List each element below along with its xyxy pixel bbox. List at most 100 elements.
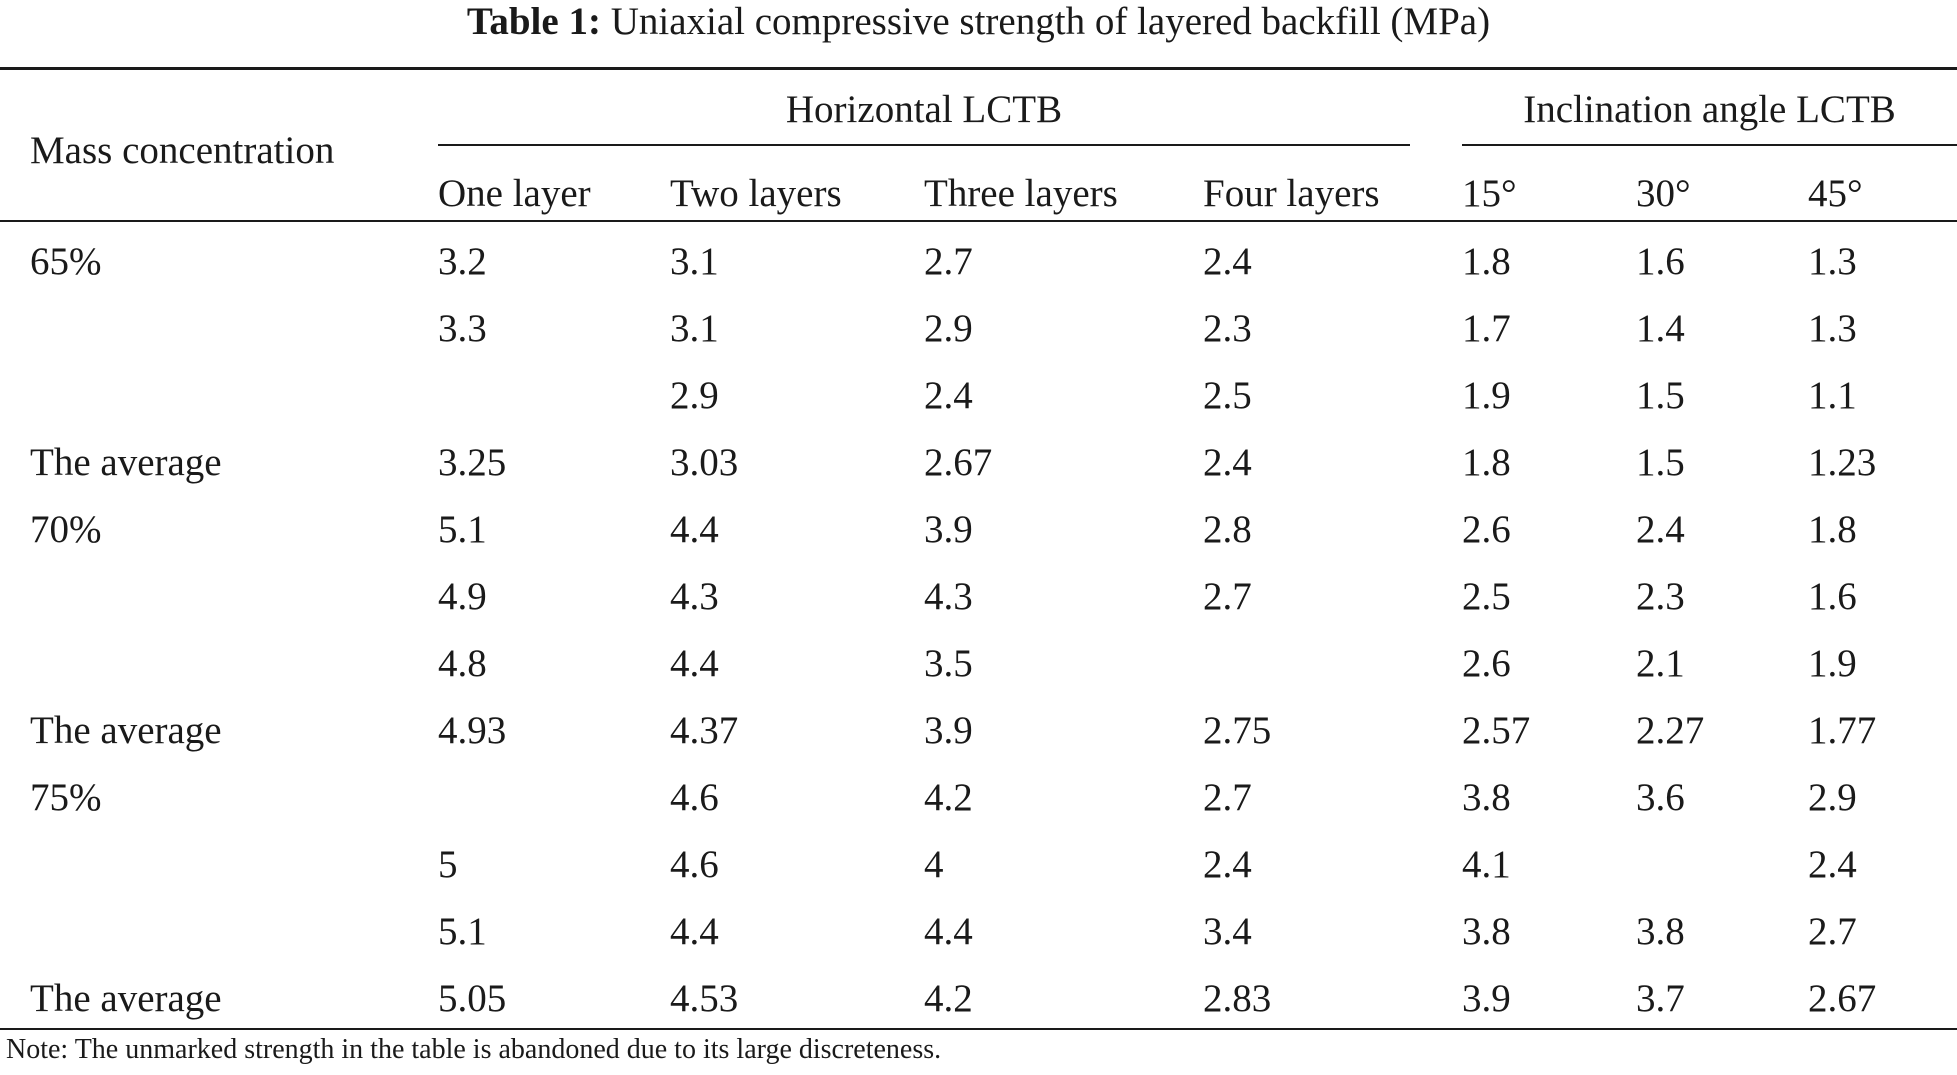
table-cell: 2.3 [1203,307,1252,350]
table-cell: 1.8 [1462,240,1511,283]
table-cell: 1.23 [1808,441,1877,484]
table-cell: 2.3 [1636,575,1685,618]
table-cell: 2.27 [1636,709,1705,752]
caption-label: Table 1: [466,0,601,43]
table-cell: 1.7 [1462,307,1511,350]
table-cell: 5 [438,843,458,886]
table-cell: 4.2 [924,977,973,1020]
table-cell: 2.7 [924,240,973,283]
row-label-header: Mass concentration [30,129,335,172]
table-cell: 2.7 [1203,776,1252,819]
bottom-rule [0,1028,1957,1030]
table-cell: 2.4 [1203,843,1252,886]
table-cell: 4.6 [670,776,719,819]
table-cell: 2.4 [924,374,973,417]
table-cell: 2.5 [1203,374,1252,417]
column-header: 30° [1636,172,1691,215]
table-cell: 1.8 [1808,508,1857,551]
table-cell: 1.9 [1462,374,1511,417]
table-cell: 2.6 [1462,642,1511,685]
row-label: 70% [30,508,102,551]
table-cell: 3.2 [438,240,487,283]
table-cell: 4.37 [670,709,739,752]
header-rule [0,220,1957,222]
table-cell: 3.8 [1636,910,1685,953]
table-cell: 3.3 [438,307,487,350]
column-header: 15° [1462,172,1517,215]
table-cell: 3.5 [924,642,973,685]
table-cell: 4.53 [670,977,739,1020]
table-cell: 3.25 [438,441,507,484]
table-cell: 3.4 [1203,910,1252,953]
table-note: Note: The unmarked strength in the table… [6,1034,942,1065]
table-cell: 2.1 [1636,642,1685,685]
row-label: 75% [30,776,102,819]
table-cell: 1.9 [1808,642,1857,685]
table-cell: 2.9 [924,307,973,350]
table-cell: 2.4 [1203,441,1252,484]
table-cell: 1.5 [1636,374,1685,417]
table-cell: 2.57 [1462,709,1531,752]
table-cell: 3.8 [1462,776,1511,819]
table-cell: 1.3 [1808,240,1857,283]
table-cell: 4.1 [1462,843,1511,886]
column-header: One layer [438,172,591,215]
table-cell: 2.67 [924,441,993,484]
table-cell: 1.1 [1808,374,1857,417]
group-header-inclination: Inclination angle LCTB [1523,88,1896,131]
table-cell: 3.1 [670,240,719,283]
group-header-horizontal: Horizontal LCTB [785,88,1063,131]
table-cell: 1.3 [1808,307,1857,350]
caption-text: Uniaxial compressive strength of layered… [610,0,1491,43]
table-cell: 4.8 [438,642,487,685]
table-cell: 1.77 [1808,709,1877,752]
group-rule-inclination [1462,144,1957,146]
table-cell: 2.5 [1462,575,1511,618]
table-cell: 5.1 [438,508,487,551]
table-cell: 2.83 [1203,977,1272,1020]
group-rule-horizontal [438,144,1410,146]
top-rule [0,67,1957,70]
table-cell: 4.4 [670,642,719,685]
table-cell: 2.7 [1203,575,1252,618]
table-cell: 4.9 [438,575,487,618]
row-label: 65% [30,240,102,283]
table-cell: 3.9 [924,709,973,752]
table-cell: 4.2 [924,776,973,819]
table-cell: 2.9 [670,374,719,417]
table-cell: 2.6 [1462,508,1511,551]
table-cell: 2.9 [1808,776,1857,819]
table-cell: 2.4 [1636,508,1685,551]
table-cell: 1.8 [1462,441,1511,484]
table-cell: 1.6 [1808,575,1857,618]
table-cell: 4.4 [670,910,719,953]
table-cell: 2.7 [1808,910,1857,953]
table-cell: 3.03 [670,441,739,484]
table-cell: 4.93 [438,709,507,752]
table-cell: 4.3 [670,575,719,618]
table-caption: Table 1: Uniaxial compressive strength o… [0,0,1957,52]
table-cell: 5.1 [438,910,487,953]
table-cell: 3.9 [924,508,973,551]
table-cell: 2.8 [1203,508,1252,551]
table-cell: 1.5 [1636,441,1685,484]
table-cell: 4.3 [924,575,973,618]
table-cell: 4.4 [924,910,973,953]
row-label: The average [30,977,222,1020]
column-header: 45° [1808,172,1863,215]
table-cell: 4.4 [670,508,719,551]
table-cell: 2.67 [1808,977,1877,1020]
table-cell: 1.6 [1636,240,1685,283]
column-header: Four layers [1203,172,1380,215]
table-cell: 3.8 [1462,910,1511,953]
table-cell: 2.75 [1203,709,1272,752]
table-cell: 3.9 [1462,977,1511,1020]
table-cell: 3.6 [1636,776,1685,819]
row-label: The average [30,709,222,752]
table-cell: 3.7 [1636,977,1685,1020]
table-cell: 2.4 [1203,240,1252,283]
table-cell: 4 [924,843,944,886]
table-cell: 1.4 [1636,307,1685,350]
table-cell: 5.05 [438,977,507,1020]
table-cell: 4.6 [670,843,719,886]
